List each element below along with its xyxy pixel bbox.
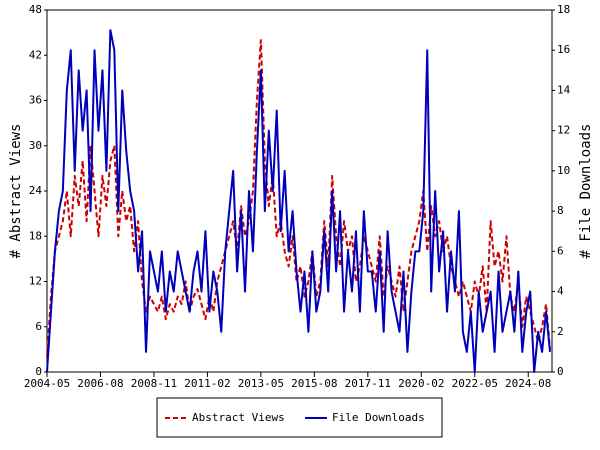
y-tick-label: 24 bbox=[29, 184, 43, 197]
y-tick-label: 12 bbox=[29, 275, 42, 288]
y2-tick-label: 18 bbox=[557, 3, 570, 16]
y-tick-label: 48 bbox=[29, 3, 42, 16]
x-tick-label: 2020-02 bbox=[398, 377, 444, 390]
y-axis-title: # Abstract Views bbox=[8, 124, 24, 259]
x-tick-label: 2017-11 bbox=[345, 377, 391, 390]
series-line bbox=[46, 29, 552, 373]
x-tick-label: 2022-05 bbox=[452, 377, 498, 390]
legend-label: Abstract Views bbox=[192, 411, 285, 424]
x-tick-label: 2004-05 bbox=[24, 377, 70, 390]
x-tick-label: 2015-08 bbox=[291, 377, 337, 390]
y2-tick-label: 14 bbox=[557, 83, 571, 96]
y-tick-label: 30 bbox=[29, 139, 42, 152]
y-tick-label: 18 bbox=[29, 229, 42, 242]
y2-tick-label: 10 bbox=[557, 164, 570, 177]
y2-axis-title: # File Downloads bbox=[578, 124, 594, 259]
x-tick-label: 2024-08 bbox=[505, 377, 551, 390]
x-tick-label: 2011-02 bbox=[184, 377, 230, 390]
y-tick-label: 6 bbox=[35, 320, 42, 333]
y-tick-label: 36 bbox=[29, 94, 42, 107]
y2-tick-label: 6 bbox=[557, 244, 564, 257]
legend-label: File Downloads bbox=[332, 411, 425, 424]
y2-tick-label: 0 bbox=[557, 365, 564, 378]
x-tick-label: 2013-05 bbox=[238, 377, 284, 390]
y2-tick-label: 12 bbox=[557, 124, 570, 137]
series-line bbox=[46, 39, 552, 357]
y2-tick-label: 4 bbox=[557, 285, 564, 298]
y2-tick-label: 16 bbox=[557, 43, 570, 56]
y-tick-label: 0 bbox=[35, 365, 42, 378]
x-tick-label: 2008-11 bbox=[131, 377, 177, 390]
y2-tick-label: 2 bbox=[557, 325, 564, 338]
x-tick-label: 2006-08 bbox=[77, 377, 123, 390]
y-tick-label: 42 bbox=[29, 48, 42, 61]
y2-tick-label: 8 bbox=[557, 204, 564, 217]
legend-box bbox=[156, 397, 443, 438]
